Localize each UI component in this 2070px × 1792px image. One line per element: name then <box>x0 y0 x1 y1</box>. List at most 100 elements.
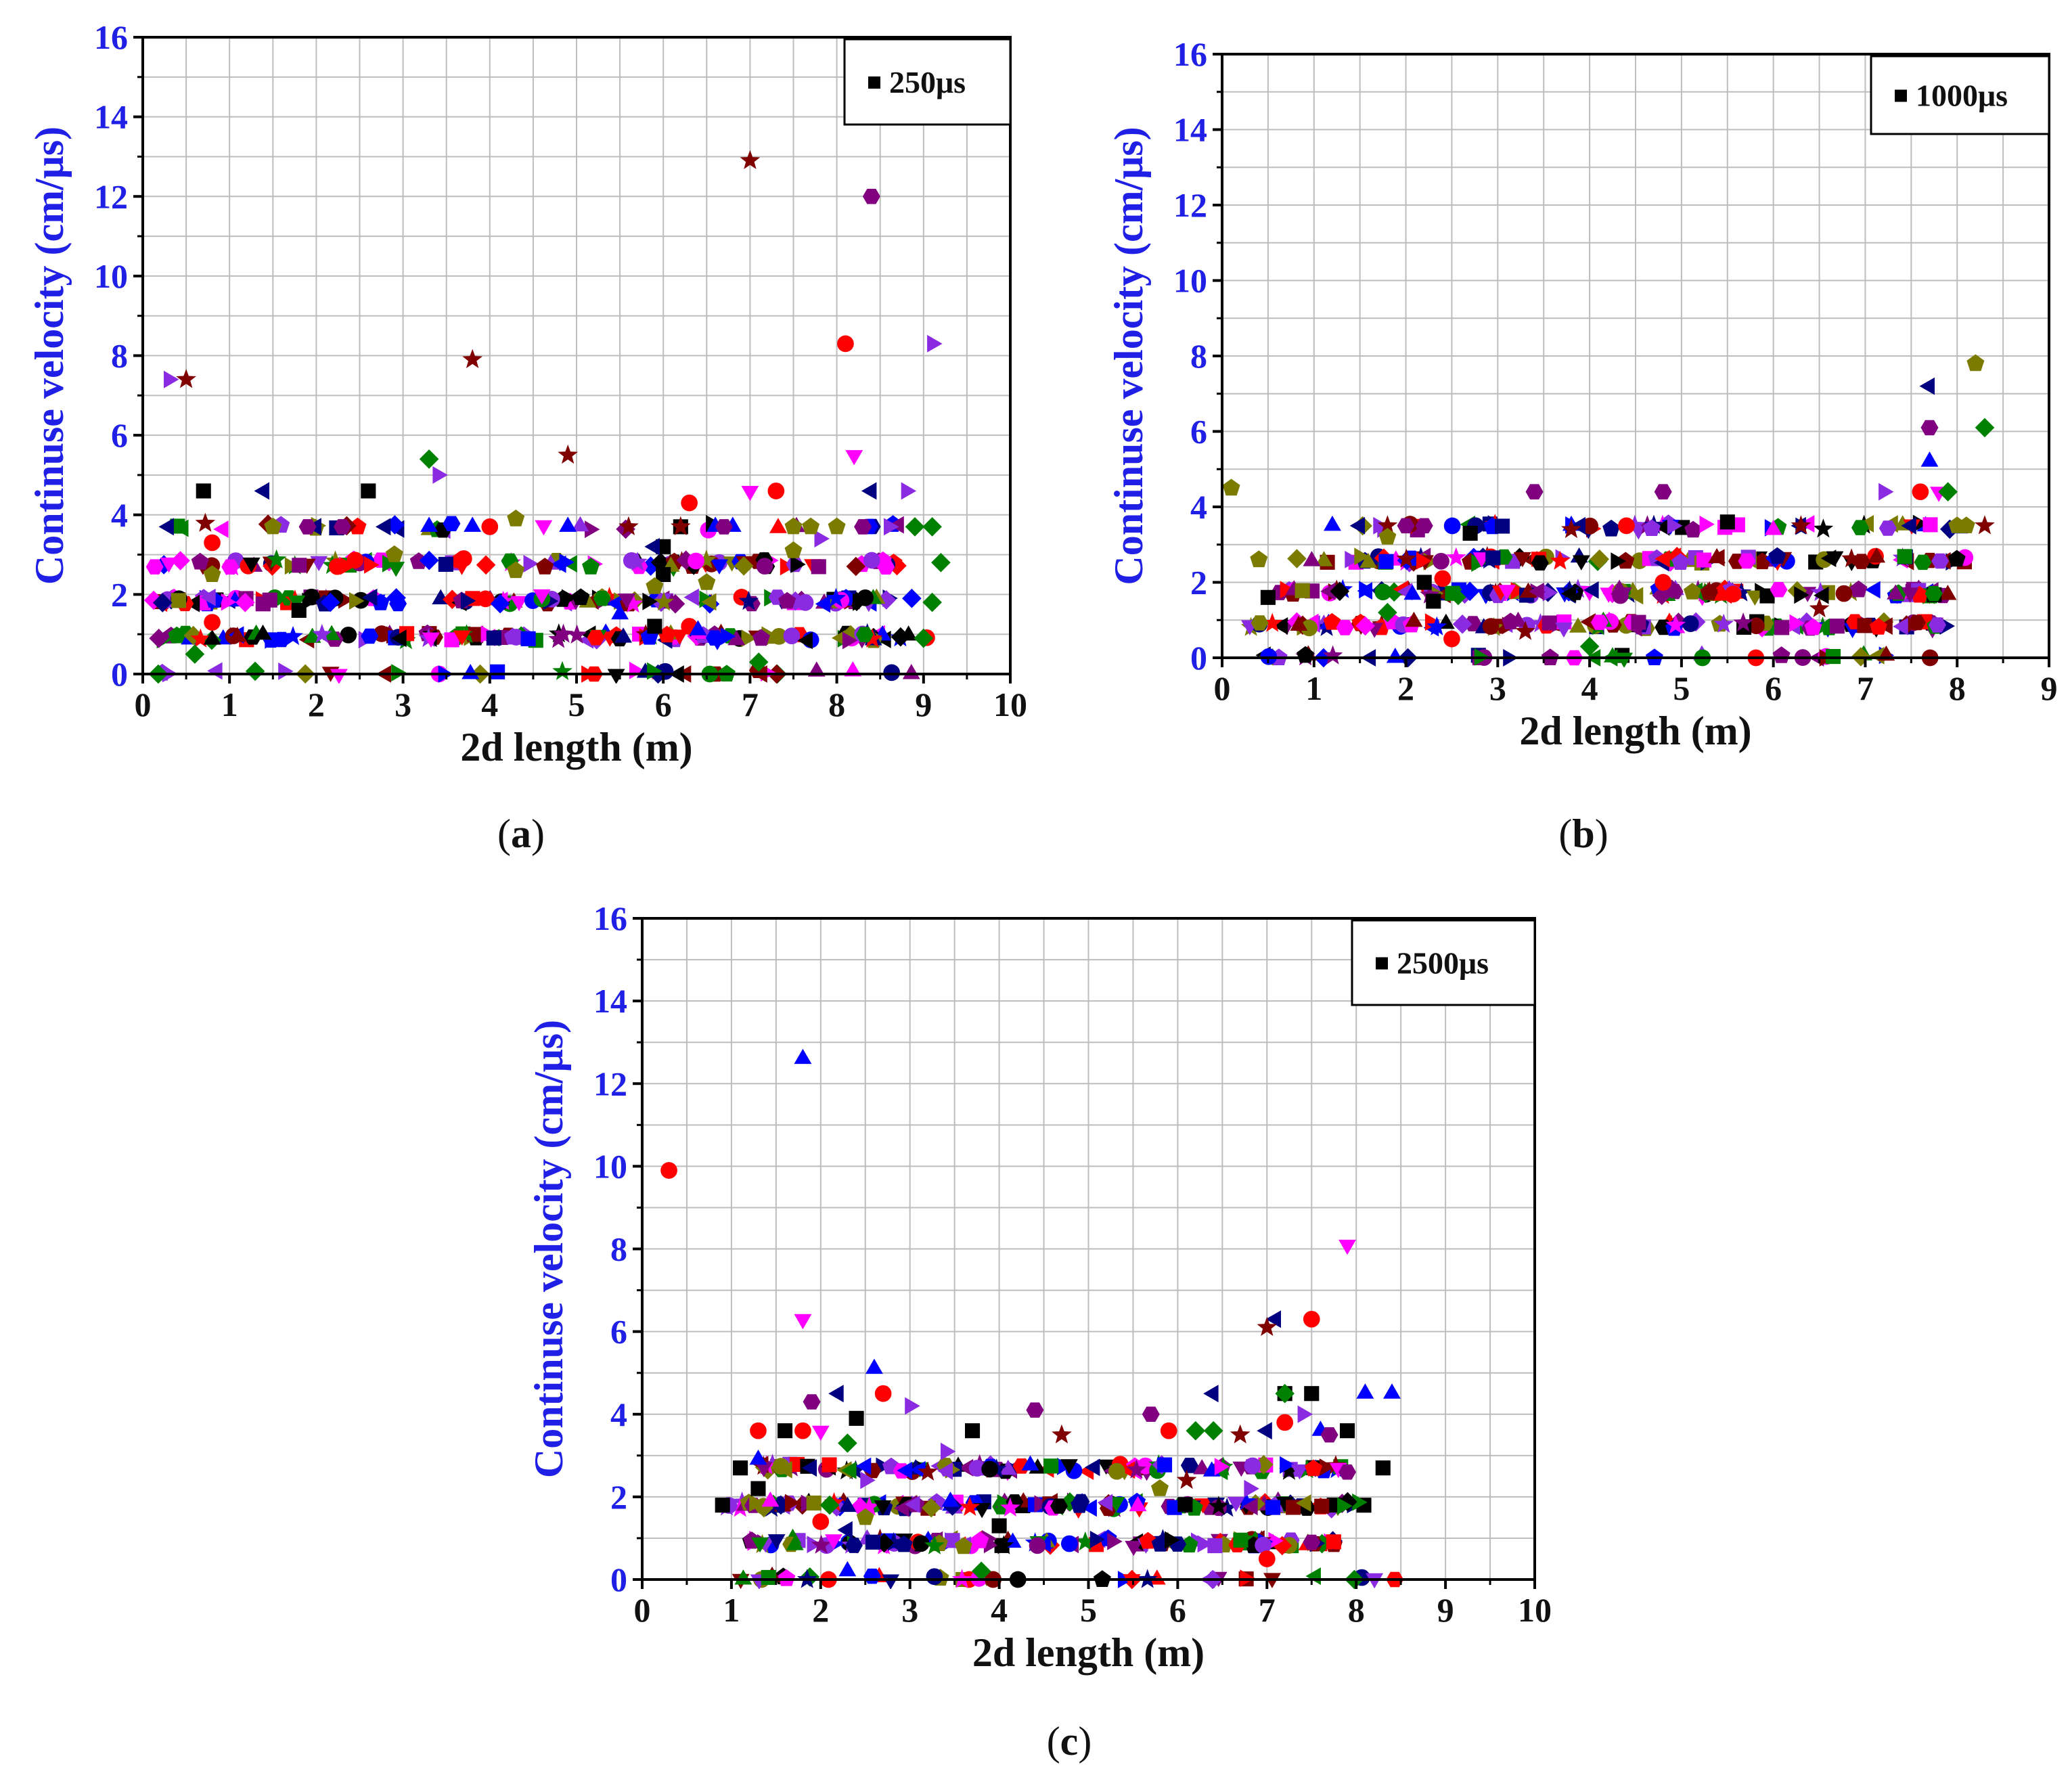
band-point-square <box>1177 1497 1193 1513</box>
band-point-triangle-left <box>683 588 699 606</box>
y-axis-label: Continuse velocity (cm/μs) <box>526 1020 571 1478</box>
x-tick-label: 4 <box>1581 669 1598 707</box>
band-point-pentagon <box>1071 1496 1089 1513</box>
band-point-triangle-right <box>741 629 757 648</box>
band-point-triangle-right <box>749 1494 765 1513</box>
data-point-diamond <box>905 517 925 537</box>
band-point-hexagon <box>1590 614 1608 630</box>
data-point-triangle-down <box>845 450 863 466</box>
band-point-square <box>1857 618 1872 633</box>
band-point-star <box>993 1535 1014 1554</box>
band-point-hexagon <box>845 1538 863 1553</box>
y-tick-label: 8 <box>1190 337 1207 375</box>
band-point-star <box>859 1496 880 1516</box>
x-tick-label: 7 <box>1259 1591 1276 1629</box>
band-point-triangle-left <box>1560 585 1577 603</box>
y-tick-label: 16 <box>1173 35 1207 73</box>
band-point-circle <box>796 593 814 611</box>
x-tick-label: 9 <box>2041 669 2058 707</box>
band-point-pentagon <box>778 1569 796 1586</box>
band-point-triangle-left <box>777 1460 792 1479</box>
band-point-square <box>490 664 505 679</box>
data-point-star <box>1176 1469 1197 1489</box>
band-point-pentagon <box>1948 550 1966 567</box>
band-point-triangle-up <box>999 1460 1017 1475</box>
band-point-diamond <box>154 555 174 575</box>
band-point-triangle-right <box>349 592 365 610</box>
data-point-triangle-up <box>464 516 482 532</box>
band-point-square <box>1631 614 1646 630</box>
band-point-pentagon <box>778 591 796 609</box>
data-point-circle <box>204 614 221 631</box>
band-point-hexagon <box>1770 582 1788 598</box>
band-point-hexagon <box>145 559 164 575</box>
data-point-hexagon <box>298 519 317 535</box>
data-point-triangle-up <box>1383 1383 1401 1399</box>
band-point-circle <box>1482 618 1500 635</box>
band-point-star <box>1075 1531 1096 1551</box>
x-axis-label: 2d length (m) <box>460 725 692 769</box>
data-point-pentagon <box>954 1537 972 1554</box>
band-point-pentagon <box>1180 1536 1198 1552</box>
band-point-pentagon <box>191 552 209 570</box>
data-point-square <box>361 483 376 499</box>
x-tick-label: 1 <box>723 1591 740 1629</box>
band-point-pentagon <box>503 627 522 645</box>
data-point-triangle-left <box>1349 516 1366 535</box>
band-point-star <box>1236 1491 1257 1510</box>
band-point-diamond <box>1355 616 1375 636</box>
band-point-square <box>1495 518 1510 534</box>
data-point-pentagon <box>203 565 221 582</box>
band-point-triangle-down <box>1060 1459 1078 1475</box>
legend-label: 1000μs <box>1916 79 2008 113</box>
data-point-star <box>740 150 761 169</box>
band-point-triangle-left <box>897 1462 912 1479</box>
band-point-triangle-down <box>1746 590 1764 606</box>
x-tick-label: 1 <box>1305 669 1322 707</box>
band-point-triangle-left <box>1357 582 1372 600</box>
data-point-square <box>291 602 307 618</box>
band-point-circle <box>340 626 357 644</box>
data-point-hexagon <box>803 1394 821 1410</box>
band-point-circle <box>477 590 494 608</box>
scatter-points <box>1222 354 1995 667</box>
band-point-triangle-down <box>767 1534 786 1550</box>
band-point-star <box>738 591 759 610</box>
data-point-square <box>1416 575 1432 590</box>
band-point-pentagon <box>409 552 428 569</box>
band-point-triangle-right <box>562 589 577 607</box>
band-point-triangle-left <box>200 588 216 606</box>
data-point-square <box>1260 589 1276 605</box>
data-point-square <box>1426 593 1441 609</box>
band-point-triangle-left <box>894 1499 909 1517</box>
band-point-triangle-down <box>1123 1574 1141 1589</box>
data-point-triangle-up <box>838 1561 857 1577</box>
legend: 2500μs <box>1351 919 1536 1006</box>
y-tick-label: 8 <box>610 1230 627 1268</box>
band-point-square <box>1696 552 1712 568</box>
band-point-diamond <box>1060 1492 1080 1512</box>
band-point-diamond <box>149 629 168 648</box>
band-point-triangle-left <box>841 1461 857 1479</box>
band-point-triangle-right <box>1107 1532 1123 1550</box>
band-point-pentagon <box>752 629 770 646</box>
band-point-hexagon <box>1336 620 1354 635</box>
data-point-hexagon <box>854 519 872 535</box>
data-point-square <box>849 1410 864 1426</box>
data-point-square <box>1462 525 1478 541</box>
band-point-triangle-right <box>1354 547 1370 566</box>
data-point-circle <box>1912 483 1929 501</box>
y-tick-label: 6 <box>610 1313 627 1351</box>
band-point-triangle-right <box>1165 1531 1180 1549</box>
band-point-hexagon <box>443 516 461 531</box>
band-point-star <box>1813 518 1834 538</box>
band-point-triangle-down <box>453 630 471 646</box>
band-point-diamond <box>1330 581 1350 602</box>
band-point-diamond <box>1590 550 1609 569</box>
data-point-star <box>671 516 691 535</box>
band-point-triangle-left <box>905 1496 920 1513</box>
band-point-triangle-down <box>671 629 689 645</box>
band-point-circle <box>1301 619 1318 637</box>
data-point-triangle-left <box>1203 1385 1219 1403</box>
